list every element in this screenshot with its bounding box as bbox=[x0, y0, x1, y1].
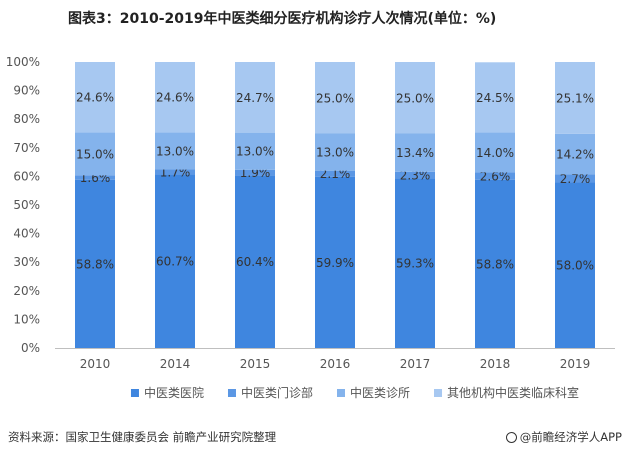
legend-swatch bbox=[434, 389, 443, 397]
bar-segment bbox=[315, 176, 355, 348]
legend-swatch bbox=[130, 389, 139, 397]
data-label: 14.2% bbox=[556, 148, 594, 162]
y-tick-label: 70% bbox=[13, 141, 40, 155]
bar-segment bbox=[555, 174, 595, 183]
data-label: 24.6% bbox=[156, 91, 194, 105]
y-tick-label: 20% bbox=[13, 284, 40, 298]
bar-segment bbox=[75, 132, 115, 176]
data-label: 13.4% bbox=[396, 146, 434, 160]
data-label: 14.0% bbox=[476, 146, 514, 160]
data-label: 13.0% bbox=[156, 144, 194, 158]
bar-segment bbox=[395, 133, 435, 172]
data-label: 24.7% bbox=[236, 91, 274, 105]
bar-segment bbox=[235, 175, 275, 348]
brand-credit-text: @前瞻经济学人APP bbox=[519, 430, 622, 444]
bar-segment bbox=[75, 179, 115, 348]
y-tick-label: 80% bbox=[13, 112, 40, 126]
data-label: 2.6% bbox=[480, 170, 511, 184]
bar-segment bbox=[155, 132, 195, 170]
x-tick-label: 2017 bbox=[400, 357, 431, 371]
data-label: 59.3% bbox=[396, 257, 434, 271]
bar-segment bbox=[395, 62, 435, 134]
data-label: 25.0% bbox=[316, 91, 354, 105]
x-tick-label: 2014 bbox=[160, 357, 191, 371]
bar-segment bbox=[155, 169, 195, 175]
data-label: 24.6% bbox=[76, 91, 114, 105]
data-source-note: 资料来源：国家卫生健康委员会 前瞻产业研究院整理 bbox=[8, 430, 277, 444]
bar-segment bbox=[235, 62, 275, 133]
y-tick-label: 50% bbox=[13, 198, 40, 212]
y-tick-label: 60% bbox=[13, 169, 40, 183]
data-label: 25.0% bbox=[396, 91, 434, 105]
brand-credit: @前瞻经济学人APP bbox=[505, 429, 622, 445]
legend-label: 其他机构中医类临床科室 bbox=[447, 385, 579, 400]
x-tick-label: 2016 bbox=[320, 357, 351, 371]
bar-segment bbox=[475, 179, 515, 348]
data-label: 2.7% bbox=[560, 172, 591, 186]
data-label: 59.9% bbox=[316, 256, 354, 270]
legend-label: 中医类诊所 bbox=[350, 385, 410, 400]
chart-title: 图表3：2010-2019年中医类细分医疗机构诊疗人次情况(单位：%) bbox=[68, 11, 497, 27]
bar-segment bbox=[75, 175, 115, 180]
data-label: 24.5% bbox=[476, 91, 514, 105]
legend-label: 中医类医院 bbox=[144, 385, 204, 400]
bar-segment bbox=[395, 178, 435, 348]
data-label: 13.0% bbox=[316, 146, 354, 160]
bar-segment bbox=[315, 133, 355, 171]
bar-segment bbox=[475, 132, 515, 173]
bar-segment bbox=[395, 171, 435, 179]
y-tick-label: 100% bbox=[6, 55, 40, 69]
bar-segment bbox=[235, 132, 275, 170]
x-tick-label: 2010 bbox=[80, 357, 111, 371]
data-label: 58.8% bbox=[476, 257, 514, 271]
data-label: 2.1% bbox=[320, 167, 351, 181]
data-label: 13.0% bbox=[236, 145, 274, 159]
y-tick-label: 0% bbox=[21, 341, 40, 355]
bar-segment bbox=[555, 182, 595, 348]
bar-segment bbox=[315, 170, 355, 177]
y-tick-label: 30% bbox=[13, 255, 40, 269]
legend-swatch bbox=[227, 389, 236, 397]
legend-label: 中医类门诊部 bbox=[241, 385, 313, 400]
brand-logo-icon bbox=[505, 432, 517, 443]
data-label: 60.7% bbox=[156, 255, 194, 269]
bar-segment bbox=[555, 62, 595, 134]
data-label: 15.0% bbox=[76, 147, 114, 161]
data-label: 2.3% bbox=[400, 169, 431, 183]
bar-segment bbox=[475, 172, 515, 180]
data-label: 58.8% bbox=[76, 257, 114, 271]
bar-segment bbox=[155, 174, 195, 348]
bar-segment bbox=[75, 62, 115, 133]
legend-swatch bbox=[337, 389, 345, 397]
bar-segment bbox=[315, 62, 355, 134]
x-tick-label: 2019 bbox=[560, 357, 591, 371]
bar-segment bbox=[555, 133, 595, 175]
y-tick-label: 40% bbox=[13, 227, 40, 241]
data-label: 58.0% bbox=[556, 259, 594, 273]
bar-segment bbox=[475, 62, 515, 133]
data-label: 25.1% bbox=[556, 91, 594, 105]
x-tick-label: 2018 bbox=[480, 357, 511, 371]
y-tick-label: 90% bbox=[13, 84, 40, 98]
x-tick-label: 2015 bbox=[240, 357, 271, 371]
bar-segment bbox=[235, 169, 275, 176]
bar-segment bbox=[155, 62, 195, 133]
y-tick-label: 10% bbox=[13, 312, 40, 326]
data-label: 60.4% bbox=[236, 255, 274, 269]
